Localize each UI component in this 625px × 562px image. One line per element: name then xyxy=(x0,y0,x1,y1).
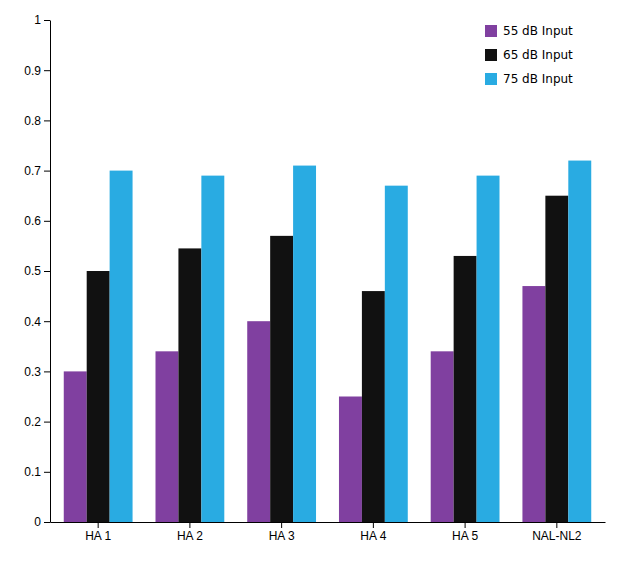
x-tick-mark xyxy=(281,522,282,528)
y-tick-mark xyxy=(44,171,50,172)
y-tick-mark xyxy=(44,271,50,272)
y-tick-label: 0.4 xyxy=(24,315,41,329)
y-tick-mark xyxy=(44,70,50,71)
bars xyxy=(64,161,591,522)
bar xyxy=(522,286,545,522)
y-tick: 0.1 xyxy=(24,465,50,479)
bar xyxy=(293,166,316,522)
x-tick-mark xyxy=(465,522,466,528)
x-tick-label: HA 1 xyxy=(85,529,111,543)
y-tick-label: 0.7 xyxy=(24,164,41,178)
bar xyxy=(362,291,385,522)
y-tick: 0.3 xyxy=(24,365,50,379)
bar xyxy=(477,176,500,522)
legend-item: 65 dB Input xyxy=(485,48,573,62)
x-axis-line xyxy=(51,522,606,523)
x-tick: HA 1 xyxy=(85,522,111,543)
bar xyxy=(545,196,568,522)
bar xyxy=(110,171,133,522)
x-tick: HA 4 xyxy=(360,522,386,543)
x-tick-label: HA 5 xyxy=(452,529,478,543)
y-tick-label: 0.1 xyxy=(24,465,41,479)
y-tick: 0.6 xyxy=(24,214,50,228)
y-tick-label: 1 xyxy=(34,13,41,27)
y-tick-label: 0.3 xyxy=(24,365,41,379)
x-tick-mark xyxy=(373,522,374,528)
y-tick-label: 0.5 xyxy=(24,264,41,278)
bar xyxy=(431,351,454,522)
bar xyxy=(568,161,591,522)
bar xyxy=(201,176,224,522)
y-tick-mark xyxy=(44,422,50,423)
y-tick: 0.8 xyxy=(24,114,50,128)
x-tick: HA 5 xyxy=(452,522,478,543)
y-tick: 1 xyxy=(34,13,50,27)
y-tick-mark xyxy=(44,120,50,121)
y-tick-label: 0 xyxy=(34,515,41,529)
x-tick-label: HA 2 xyxy=(177,529,203,543)
y-tick: 0.5 xyxy=(24,264,50,278)
bar xyxy=(339,397,362,523)
x-tick-label: NAL-NL2 xyxy=(532,529,582,543)
y-tick-label: 0.8 xyxy=(24,114,41,128)
legend-label: 75 dB Input xyxy=(503,72,573,86)
bar xyxy=(385,186,408,522)
legend-swatch xyxy=(485,73,497,85)
x-tick-mark xyxy=(556,522,557,528)
legend-item: 55 dB Input xyxy=(485,24,573,38)
y-tick-mark xyxy=(44,472,50,473)
y-tick-label: 0.6 xyxy=(24,214,41,228)
bar xyxy=(247,321,270,522)
chart-svg: HA 1 HA 2 HA 3 HA 4 HA 5 NAL-NL2 0 0.1 0.2 0.3 0.4… xyxy=(0,0,625,562)
legend-swatch xyxy=(485,25,497,37)
y-tick-label: 0.9 xyxy=(24,64,41,78)
x-tick-mark xyxy=(189,522,190,528)
x-tick: NAL-NL2 xyxy=(532,522,582,543)
y-tick-mark xyxy=(44,522,50,523)
x-tick: HA 2 xyxy=(177,522,203,543)
bar xyxy=(64,371,87,522)
y-axis-line xyxy=(50,21,51,523)
legend-swatch xyxy=(485,49,497,61)
y-tick-mark xyxy=(44,20,50,21)
x-tick-label: HA 4 xyxy=(360,529,386,543)
y-axis: 0 0.1 0.2 0.3 0.4 0.5 0.6 0.7 0.8 0.9 1 xyxy=(24,13,50,529)
y-tick: 0.9 xyxy=(24,64,50,78)
bar xyxy=(270,236,293,522)
legend-item: 75 dB Input xyxy=(485,72,573,86)
x-axis: HA 1 HA 2 HA 3 HA 4 HA 5 NAL-NL2 xyxy=(51,522,606,543)
x-tick: HA 3 xyxy=(269,522,295,543)
bar xyxy=(87,271,110,522)
y-tick: 0 xyxy=(34,515,50,529)
y-tick-label: 0.2 xyxy=(24,415,41,429)
bar xyxy=(454,256,477,522)
bar-series xyxy=(110,161,592,522)
legend-label: 55 dB Input xyxy=(503,24,573,38)
legend-label: 65 dB Input xyxy=(503,48,573,62)
bar xyxy=(178,248,201,522)
y-tick-mark xyxy=(44,221,50,222)
legend: 55 dB Input 65 dB Input 75 dB Input xyxy=(485,24,573,86)
x-tick-label: HA 3 xyxy=(269,529,295,543)
y-tick: 0.4 xyxy=(24,315,50,329)
x-tick-mark xyxy=(98,522,99,528)
plot: HA 1 HA 2 HA 3 HA 4 HA 5 NAL-NL2 0 0.1 0.2 0.3 0.4… xyxy=(24,13,605,542)
bar xyxy=(155,351,178,522)
y-tick-mark xyxy=(44,321,50,322)
y-tick: 0.2 xyxy=(24,415,50,429)
y-tick: 0.7 xyxy=(24,164,50,178)
y-tick-mark xyxy=(44,371,50,372)
